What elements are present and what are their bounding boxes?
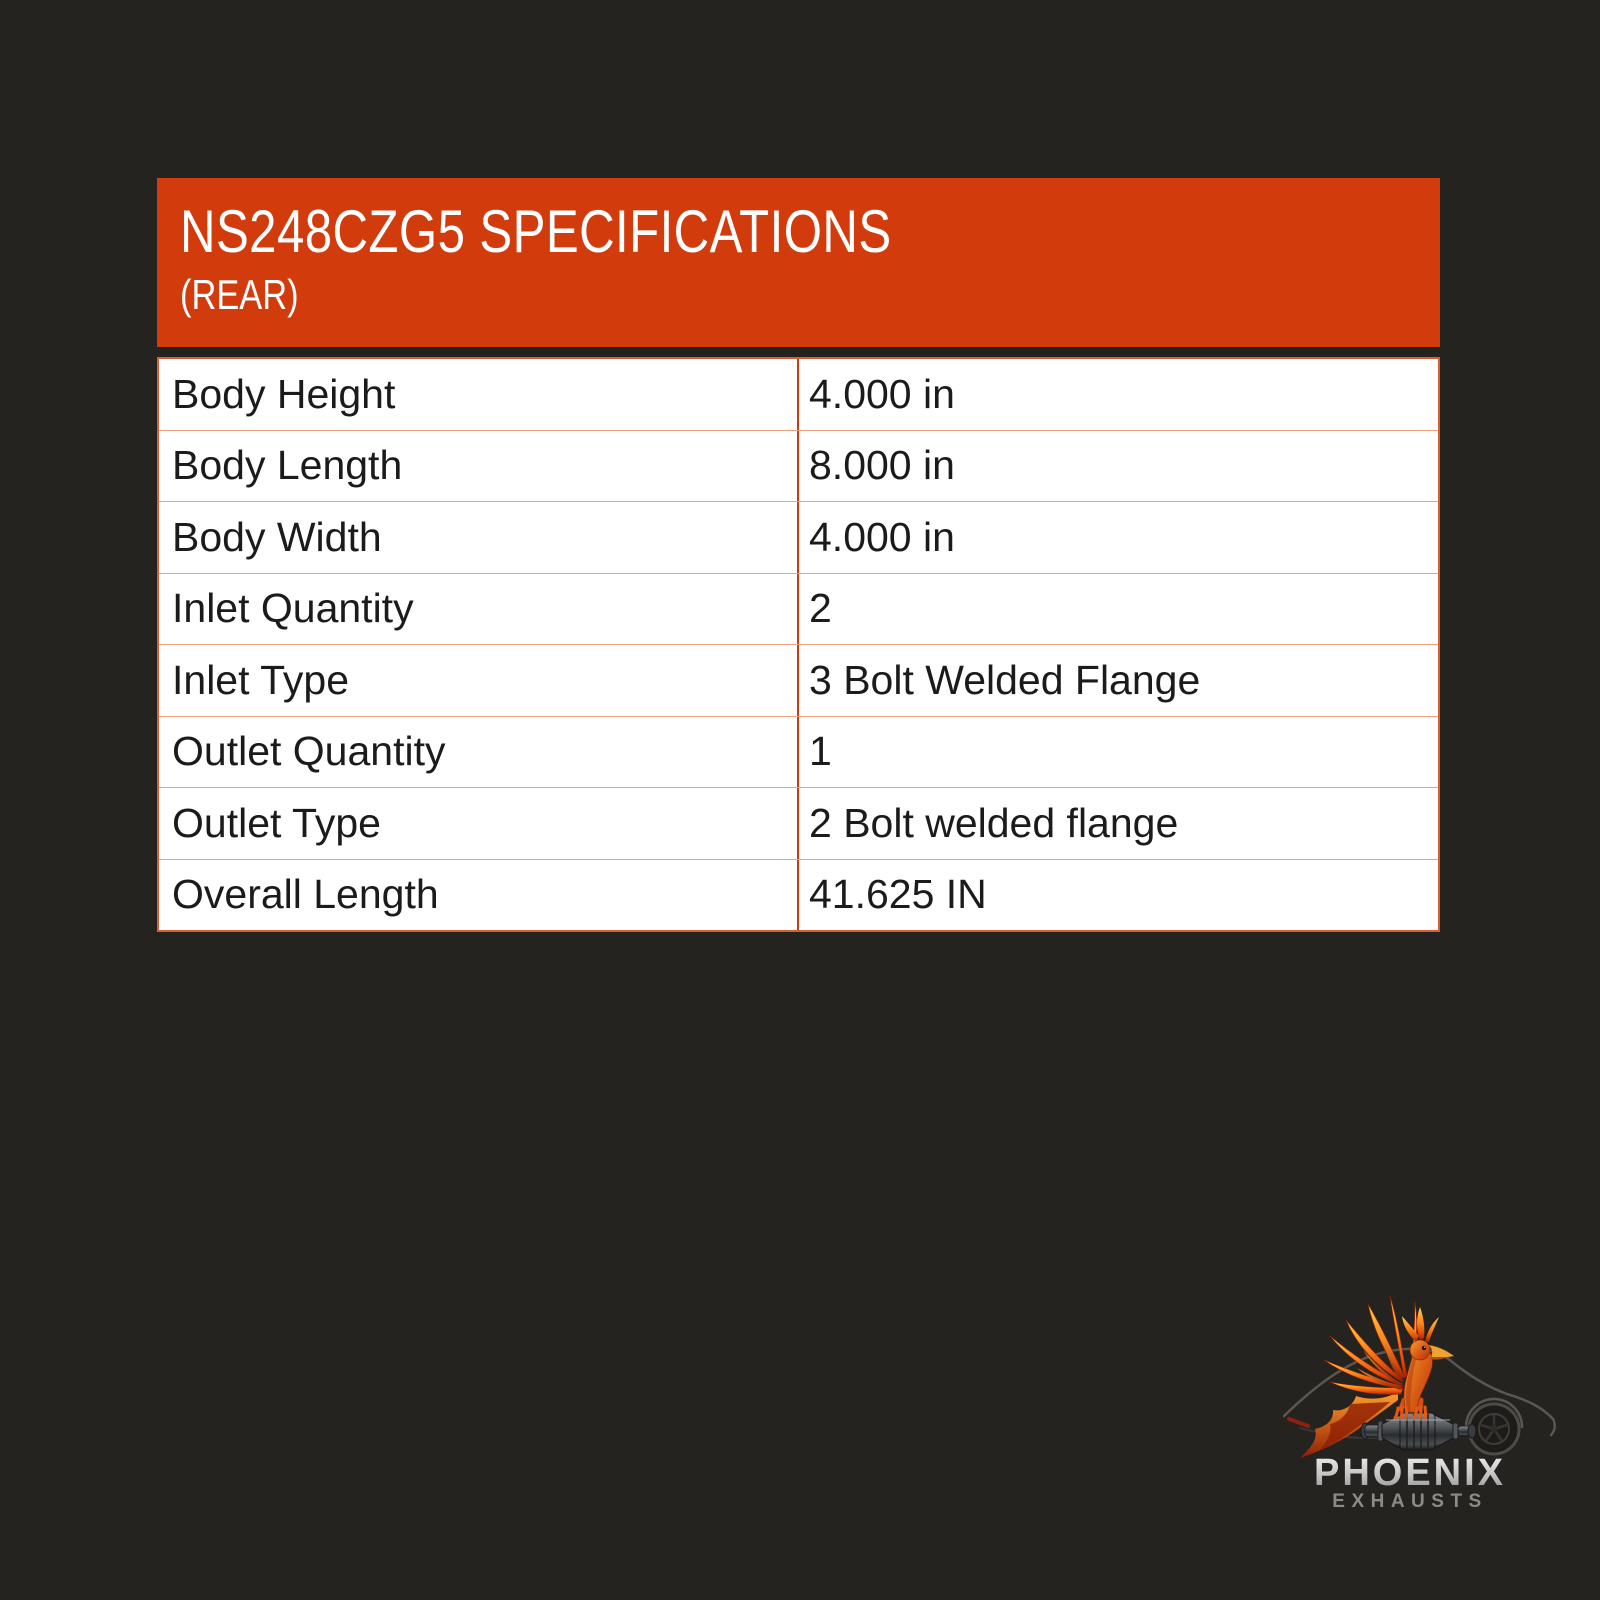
page-title: NS248CZG5 SPECIFICATIONS [180,198,892,265]
table-row: Outlet Quantity 1 [159,715,1438,788]
spec-value-cell: 8.000 in [799,431,1438,502]
table-row: Body Length 8.000 in [159,429,1438,502]
spec-value: 4.000 in [809,513,955,560]
spec-value-cell: 2 [799,574,1438,645]
brand-tagline: EXHAUSTS [1332,1491,1487,1512]
spec-value-cell: 2 Bolt welded flange [799,788,1438,859]
spec-label: Body Height [172,370,396,417]
spec-header: NS248CZG5 SPECIFICATIONS (REAR) [157,178,1440,347]
phoenix-bird-icon [1300,1295,1455,1458]
spec-label: Body Length [172,442,403,489]
talons-icon [1393,1405,1427,1420]
spec-value-cell: 4.000 in [799,502,1438,573]
brand-wordmark: PHOENIX [1314,1452,1506,1494]
wheel-icon [1467,1402,1521,1456]
phoenix-logo-icon: PHOENIX EXHAUSTS [1282,1295,1556,1512]
spec-label-cell: Overall Length [159,859,799,930]
spec-label-cell: Outlet Quantity [159,716,799,787]
table-row: Overall Length 41.625 IN [159,858,1438,931]
table-row: Body Height 4.000 in [159,359,1438,430]
table-row: Inlet Quantity 2 [159,572,1438,645]
phoenix-exhausts-logo: PHOENIX EXHAUSTS [1270,1288,1570,1528]
spec-value: 4.000 in [809,370,955,417]
spec-label: Inlet Quantity [172,585,414,632]
spec-label: Overall Length [172,871,439,918]
spec-value-cell: 3 Bolt Welded Flange [799,645,1438,716]
page-subtitle: (REAR) [180,271,299,318]
table-row: Body Width 4.000 in [159,501,1438,573]
spec-label-cell: Body Length [159,430,799,501]
spec-table: Body Height 4.000 in Body Length 8.000 i… [157,357,1440,932]
spec-label-cell: Body Width [159,502,799,573]
spec-label: Outlet Type [172,799,381,846]
spec-value-cell: 41.625 IN [799,860,1438,931]
spec-value: 2 Bolt welded flange [809,799,1179,846]
spec-value-cell: 4.000 in [799,359,1438,430]
spec-value: 41.625 IN [809,871,987,918]
spec-label-cell: Outlet Type [159,788,799,859]
spec-label-cell: Body Height [159,359,799,430]
spec-label: Inlet Type [172,656,350,703]
muffler-icon [1360,1412,1477,1451]
spec-value: 8.000 in [809,442,955,489]
spec-label-cell: Inlet Type [159,645,799,716]
spec-value: 1 [809,728,832,775]
table-row: Outlet Type 2 Bolt welded flange [159,787,1438,859]
spec-value: 2 [809,585,832,632]
spec-value-cell: 1 [799,717,1438,788]
spec-value: 3 Bolt Welded Flange [809,656,1201,703]
spec-label-cell: Inlet Quantity [159,573,799,644]
spec-label: Body Width [172,513,382,560]
spec-label: Outlet Quantity [172,728,446,775]
table-row: Inlet Type 3 Bolt Welded Flange [159,644,1438,716]
